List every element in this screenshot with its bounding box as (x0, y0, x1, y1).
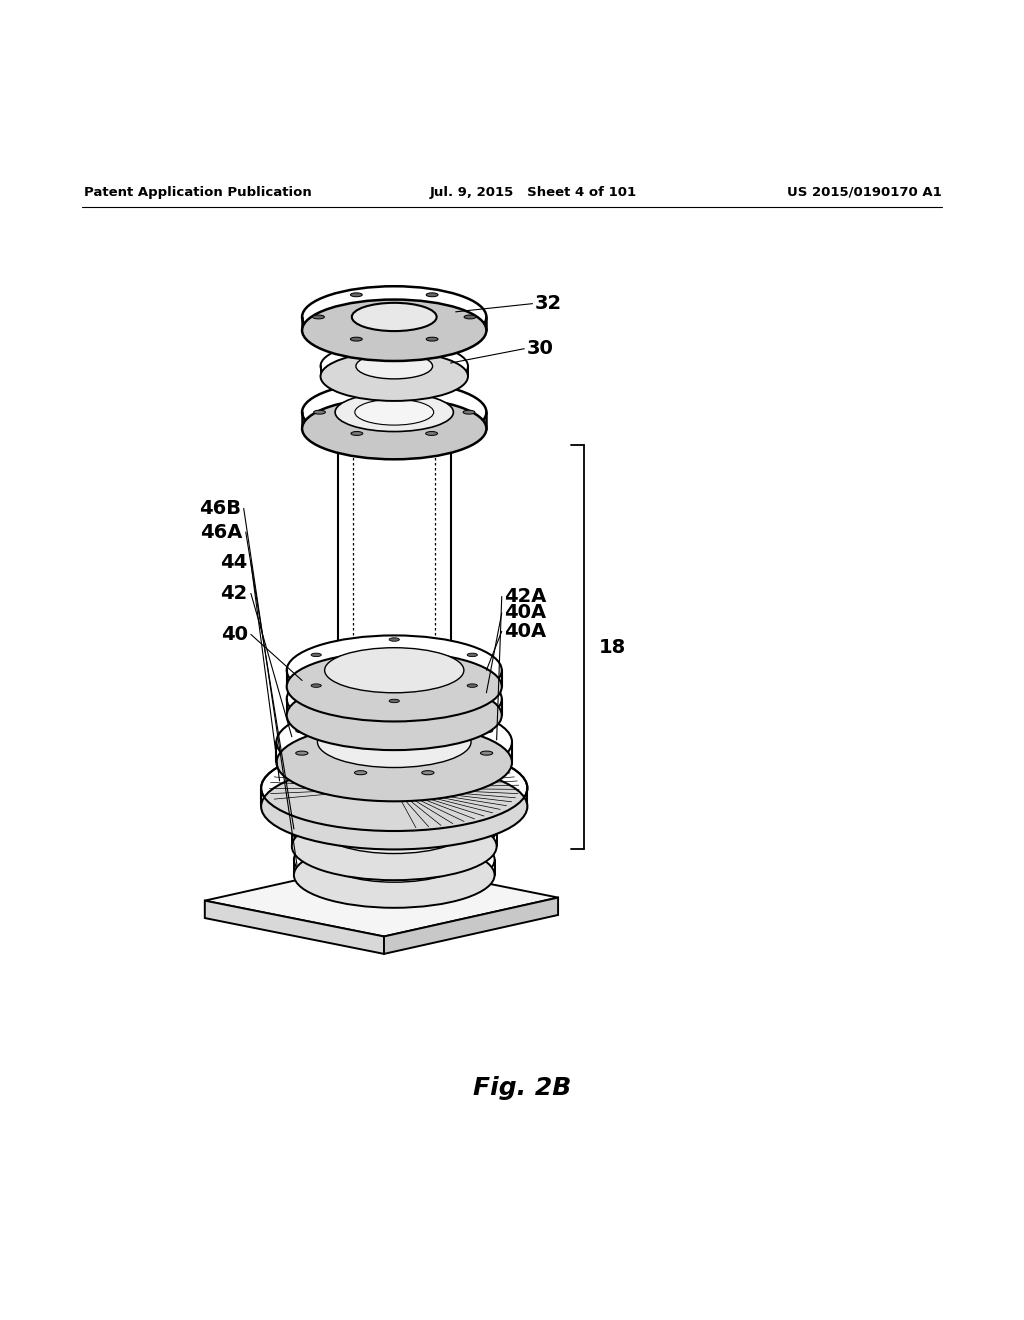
Ellipse shape (426, 389, 437, 393)
Ellipse shape (325, 837, 464, 882)
Ellipse shape (311, 684, 322, 688)
Text: Jul. 9, 2015   Sheet 4 of 101: Jul. 9, 2015 Sheet 4 of 101 (430, 186, 637, 198)
Text: 40A: 40A (504, 603, 546, 623)
Text: 46A: 46A (201, 523, 243, 541)
Ellipse shape (335, 393, 454, 432)
Ellipse shape (321, 342, 468, 391)
Ellipse shape (471, 682, 496, 700)
Ellipse shape (302, 286, 486, 347)
Ellipse shape (261, 763, 527, 850)
Ellipse shape (389, 638, 399, 642)
Ellipse shape (350, 337, 362, 341)
Ellipse shape (338, 421, 451, 458)
Ellipse shape (351, 432, 362, 436)
Ellipse shape (294, 826, 495, 892)
Ellipse shape (353, 426, 435, 453)
Ellipse shape (292, 795, 497, 863)
Text: 18: 18 (599, 638, 627, 657)
Ellipse shape (354, 709, 367, 713)
Ellipse shape (311, 653, 322, 656)
Ellipse shape (356, 354, 432, 379)
Ellipse shape (287, 681, 502, 750)
Ellipse shape (426, 337, 438, 341)
Text: 42A: 42A (504, 587, 546, 606)
Ellipse shape (426, 432, 437, 436)
Ellipse shape (350, 293, 362, 297)
Text: 30: 30 (526, 339, 553, 358)
Text: 46B: 46B (199, 499, 241, 517)
Text: 44: 44 (220, 553, 248, 573)
Ellipse shape (276, 723, 512, 801)
Ellipse shape (426, 293, 438, 297)
Ellipse shape (296, 751, 308, 755)
Ellipse shape (338, 636, 451, 673)
Ellipse shape (355, 399, 434, 425)
Ellipse shape (287, 664, 502, 734)
Ellipse shape (312, 315, 325, 319)
Polygon shape (205, 900, 384, 954)
Ellipse shape (467, 684, 477, 688)
Ellipse shape (352, 302, 436, 331)
Ellipse shape (354, 771, 367, 775)
Text: 32: 32 (535, 294, 561, 313)
Ellipse shape (287, 635, 502, 705)
Ellipse shape (325, 676, 464, 722)
Ellipse shape (294, 842, 495, 908)
Ellipse shape (321, 804, 468, 854)
Ellipse shape (302, 300, 486, 360)
Ellipse shape (302, 381, 486, 444)
Ellipse shape (480, 729, 493, 733)
Ellipse shape (351, 389, 362, 393)
Ellipse shape (302, 397, 486, 459)
Ellipse shape (464, 315, 476, 319)
Text: 40A: 40A (504, 622, 546, 640)
Ellipse shape (261, 744, 527, 832)
Ellipse shape (389, 700, 399, 702)
Ellipse shape (292, 813, 497, 880)
Ellipse shape (422, 709, 434, 713)
Ellipse shape (467, 653, 477, 656)
Ellipse shape (313, 411, 326, 414)
Ellipse shape (287, 652, 502, 722)
Ellipse shape (276, 704, 512, 781)
Ellipse shape (325, 648, 464, 693)
Text: US 2015/0190170 A1: US 2015/0190170 A1 (787, 186, 942, 198)
Ellipse shape (422, 771, 434, 775)
Ellipse shape (463, 411, 475, 414)
Ellipse shape (480, 751, 493, 755)
Ellipse shape (296, 729, 308, 733)
Polygon shape (384, 898, 558, 954)
Text: 40: 40 (221, 624, 248, 644)
Ellipse shape (321, 351, 468, 401)
Ellipse shape (317, 717, 471, 767)
Polygon shape (205, 862, 558, 936)
Ellipse shape (293, 682, 317, 700)
Text: Patent Application Publication: Patent Application Publication (84, 186, 311, 198)
Text: 42: 42 (220, 583, 248, 603)
Text: Fig. 2B: Fig. 2B (473, 1076, 571, 1100)
